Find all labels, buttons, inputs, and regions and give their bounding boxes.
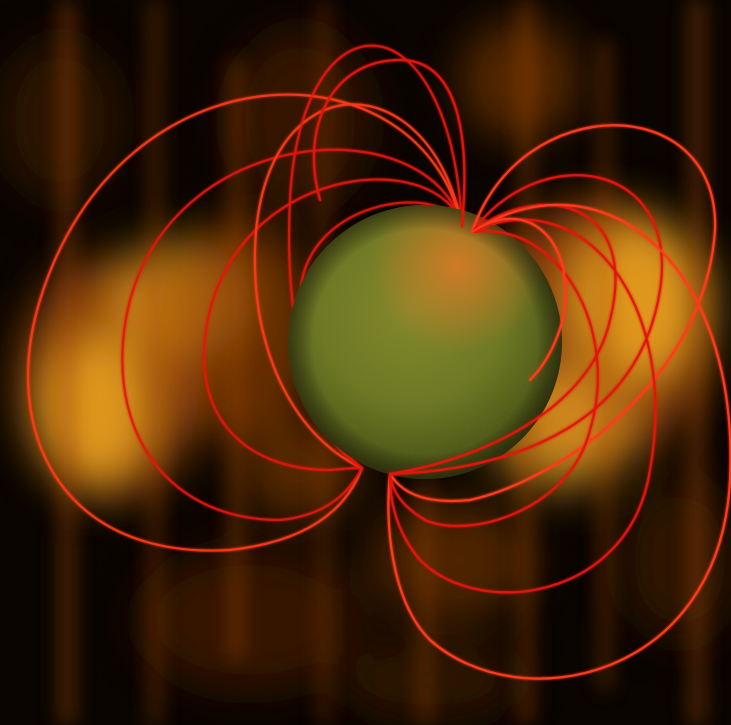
- star: [288, 205, 562, 479]
- nebula-blob: [40, 335, 150, 485]
- nebula-streaks: [60, 0, 704, 725]
- field-line: [470, 217, 567, 382]
- nebula-streak: [420, 480, 430, 725]
- field-line: [388, 124, 717, 503]
- magnetic-field-lines-front: [312, 58, 731, 680]
- nebula-blob: [140, 550, 360, 690]
- nebula-streak: [60, 0, 74, 725]
- field-line: [312, 58, 466, 228]
- nebula-blob: [230, 30, 370, 210]
- nebula-blob: [240, 420, 360, 520]
- field-line: [387, 203, 731, 680]
- nebula-streak: [150, 0, 160, 725]
- nebula-streak: [230, 60, 242, 660]
- nebula-streak: [690, 0, 704, 725]
- field-line: [388, 218, 657, 594]
- field-line: [388, 230, 599, 528]
- field-line: [388, 174, 663, 476]
- star-rim-shade: [288, 205, 562, 479]
- field-line: [253, 103, 464, 470]
- nebula-streak: [600, 40, 610, 690]
- nebula-blob: [370, 500, 530, 620]
- field-line: [121, 148, 464, 522]
- field-line: [202, 178, 464, 472]
